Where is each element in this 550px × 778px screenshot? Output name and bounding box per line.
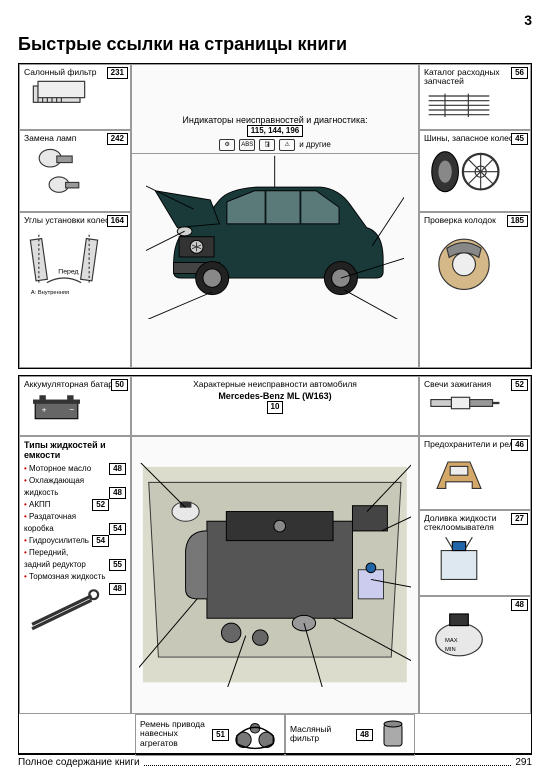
svg-text:+: + xyxy=(42,405,47,415)
cell-faults-header: Характерные неисправности автомобиля Mer… xyxy=(131,376,419,436)
washer-icon xyxy=(424,535,494,585)
svg-text:Перед: Перед xyxy=(58,269,78,276)
fluid-item: • Моторное масло 48 xyxy=(24,463,126,475)
dipstick-icon xyxy=(24,587,104,631)
center-car: Индикаторы неисправностей и диагностика:… xyxy=(131,64,419,368)
catalog-icon xyxy=(424,89,494,124)
page-ref: 51 xyxy=(212,729,229,741)
cell-brake-check: Проверка колодок 185 xyxy=(419,212,531,368)
oil-filter-icon xyxy=(376,718,410,752)
suffix: и другие xyxy=(299,140,331,149)
cell-fluids: Типы жидкостей и емкости • Моторное масл… xyxy=(19,436,131,714)
cell-parts-catalog: Каталог расходных запчастей 56 xyxy=(419,64,531,130)
fluid-item: • Передний, задний редуктор 55 xyxy=(24,547,126,571)
svg-text:−: − xyxy=(69,405,74,415)
cell-lamp-replace: Замена ламп 242 xyxy=(19,130,131,212)
page-number: 3 xyxy=(18,12,532,28)
page-ref: 50 xyxy=(111,379,128,391)
indicator-icons: ⚙ ABS 🛢 ⚠ и другие xyxy=(132,139,418,151)
cell-washer-fluid: Доливка жидкости стеклоомывателя 27 xyxy=(419,510,531,596)
warning-icon: ⚠ xyxy=(279,139,295,151)
cell-fuses: Предохранители и реле 46 xyxy=(419,436,531,510)
cell-spark-plugs: Свечи зажигания 52 xyxy=(419,376,531,436)
page-ref: 164 xyxy=(107,215,128,227)
label: Масляный фильтр xyxy=(290,725,353,744)
svg-text:А: Внутренняя: А: Внутренняя xyxy=(31,290,69,296)
footer: Полное содержание книги 291 xyxy=(18,753,532,768)
fluid-item: • Раздаточная коробка 54 xyxy=(24,511,126,535)
abs-icon: ABS xyxy=(239,139,255,151)
spark-plug-icon xyxy=(424,391,504,415)
page-ref: 45 xyxy=(511,133,528,145)
cell-oil-filter: Масляный фильтр 48 xyxy=(285,714,415,756)
page-ref: 231 xyxy=(107,67,128,79)
label: Характерные неисправности автомобиля xyxy=(136,380,414,389)
bottom-panel: Аккумуляторная батарея 50 +− Характерные… xyxy=(18,375,532,755)
brake-icon xyxy=(424,227,504,297)
angle-icon: Перед А: Внутренняя В: Внешняя xyxy=(24,227,104,297)
oil-icon: 🛢 xyxy=(259,139,275,151)
fluid-list: • Моторное масло 48• Охлаждающая жидкост… xyxy=(24,463,126,583)
bulb-icon xyxy=(24,145,94,200)
fluid-item: • Гидроусилитель 54 xyxy=(24,535,126,547)
model: Mercedes-Benz ML (W163) xyxy=(136,391,414,401)
cell-belt: Ремень привода навесных агрегатов 51 xyxy=(135,714,285,756)
cell-wheel-angles: Углы установки колес 164 Перед А: Внутре… xyxy=(19,212,131,368)
footer-label: Полное содержание книги xyxy=(18,757,140,768)
fluids-header: Типы жидкостей и емкости xyxy=(24,440,126,460)
fuse-icon xyxy=(424,451,494,495)
center-engine xyxy=(131,436,419,714)
footer-page: 291 xyxy=(515,757,532,768)
cell-battery: Аккумуляторная батарея 50 +− xyxy=(19,376,131,436)
battery-icon: +− xyxy=(24,391,89,423)
car-illustration xyxy=(146,154,403,319)
cell-brake-fluid: 48 MAX MIN xyxy=(419,596,531,714)
page-ref: 48 xyxy=(511,599,528,611)
indicator-title: Индикаторы неисправностей и диагностика: xyxy=(132,115,418,125)
reservoir-icon: MAX MIN xyxy=(424,600,494,664)
svg-text:MIN: MIN xyxy=(445,647,456,653)
tire-icon xyxy=(424,145,504,195)
fluid-item: • Тормозная жидкость 48 xyxy=(24,571,126,583)
fluid-item: • АКПП 52 xyxy=(24,499,126,511)
page-ref: 115, 144, 196 xyxy=(247,125,304,137)
page-ref: 242 xyxy=(107,133,128,145)
page-ref: 27 xyxy=(511,513,528,525)
cabin-filter-icon xyxy=(24,79,94,114)
page-title: Быстрые ссылки на страницы книги xyxy=(18,34,532,55)
page-ref: 56 xyxy=(511,67,528,79)
check-engine-icon: ⚙ xyxy=(219,139,235,151)
page-ref: 10 xyxy=(267,401,284,413)
fluid-item: • Охлаждающая жидкость 48 xyxy=(24,475,126,499)
top-panel: Салонный фильтр 231 Замена ламп 242 xyxy=(18,63,532,369)
cell-cabin-filter: Салонный фильтр 231 xyxy=(19,64,131,130)
cell-tires: Шины, запасное колесо 45 xyxy=(419,130,531,212)
page-ref: 46 xyxy=(511,439,528,451)
belt-icon xyxy=(232,718,280,752)
label: Ремень привода навесных агрегатов xyxy=(140,720,209,748)
engine-illustration xyxy=(139,463,411,686)
svg-text:MAX: MAX xyxy=(445,638,458,644)
page-ref: 52 xyxy=(511,379,528,391)
page-ref: 48 xyxy=(356,729,373,741)
footer-dots xyxy=(144,757,512,766)
page-ref: 185 xyxy=(507,215,528,227)
